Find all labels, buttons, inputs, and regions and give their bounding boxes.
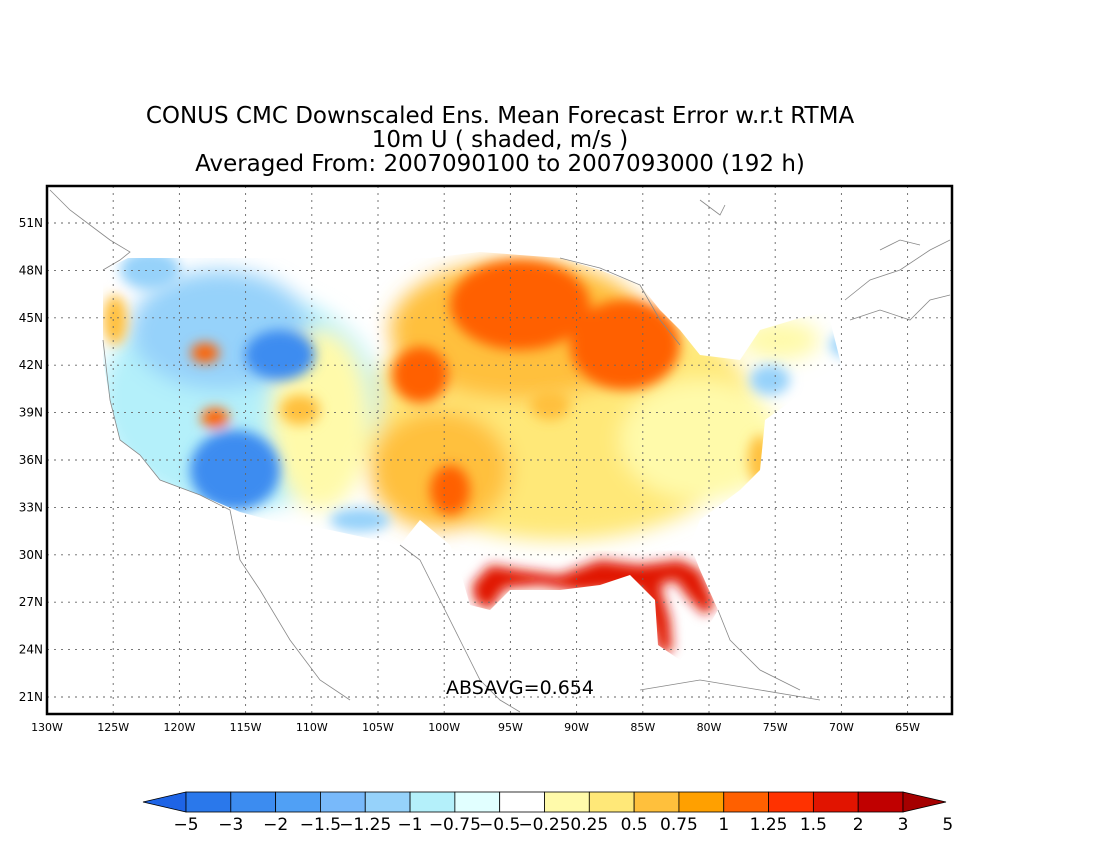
colorbar-left-arrow [142, 791, 187, 813]
colorbar-tick-label: −0.75 [429, 815, 481, 835]
lat-tick-label: 33N [19, 500, 43, 514]
lon-tick-label: 85W [630, 721, 655, 734]
colorbar-tick-label: 1.25 [750, 815, 788, 835]
lon-tick-label: 105W [362, 721, 394, 734]
lon-tick-label: 75W [763, 721, 788, 734]
colorbar-swatch [588, 791, 635, 813]
lon-tick-label: 120W [163, 721, 195, 734]
lon-tick-label: 70W [829, 721, 854, 734]
colorbar-tick-label: 0.75 [660, 815, 698, 835]
colorbar-tick-label: −0.5 [479, 815, 520, 835]
lon-tick-label: 110W [296, 721, 328, 734]
coastlines [49, 189, 951, 713]
lat-tick-label: 42N [19, 358, 43, 372]
lat-tick-label: 39N [19, 406, 43, 420]
colorbar [142, 791, 947, 813]
colorbar-tick-label: 3 [898, 815, 909, 835]
colorbar-tick-label: 2 [853, 815, 864, 835]
lon-tick-label: 95W [498, 721, 523, 734]
lon-tick-label: 125W [97, 721, 129, 734]
colorbar-swatch [857, 791, 904, 813]
longitude-labels: 130W 125W 120W 115W 110W 105W 100W 95W 90W 85W 80W… [31, 721, 920, 734]
colorbar-tick-label: −2 [263, 815, 288, 835]
colorbar-swatch [544, 791, 590, 813]
lon-tick-label: 65W [895, 721, 920, 734]
chart-title-line-3: Averaged From: 2007090100 to 2007093000 … [195, 151, 805, 177]
lon-tick-label: 115W [230, 721, 262, 734]
chart-title-line-1: CONUS CMC Downscaled Ens. Mean Forecast … [145, 103, 855, 129]
colorbar-swatch [409, 791, 456, 813]
colorbar-swatch [678, 791, 725, 813]
colorbar-tick-label: −1.25 [339, 815, 391, 835]
colorbar-swatch [320, 791, 366, 813]
latitude-labels: 51N 48N 45N 42N 39N 36N 33N 30N 27N 24N 21N [19, 216, 43, 704]
chart-title-line-2: 10m U ( shaded, m/s ) [371, 127, 629, 153]
lat-tick-label: 21N [19, 690, 43, 704]
lon-tick-label: 130W [31, 721, 63, 734]
colorbar-tick-label: −5 [173, 815, 198, 835]
lat-tick-label: 45N [19, 311, 43, 325]
colorbar-swatch [768, 791, 814, 813]
lat-tick-label: 51N [19, 216, 43, 230]
colorbar-tick-label: 1 [718, 815, 729, 835]
colorbar-tick-label: 1.5 [800, 815, 827, 835]
colorbar-swatch [185, 791, 232, 813]
map-frame [45, 184, 954, 716]
lon-tick-label: 80W [697, 721, 722, 734]
lat-tick-label: 48N [19, 263, 43, 277]
colorbar-labels: −5 −3 −2 −1.5−1.25 −1 −0.75−0.5−0.25 0.25 0.5 0.… [173, 815, 953, 835]
colorbar-swatch [454, 791, 501, 813]
colorbar-tick-label: −3 [218, 815, 243, 835]
colorbar-swatch [230, 791, 277, 813]
lat-tick-label: 27N [19, 595, 43, 609]
colorbar-swatch [812, 791, 859, 813]
lon-tick-label: 90W [564, 721, 589, 734]
lon-tick-label: 100W [428, 721, 460, 734]
colorbar-right-arrow [902, 791, 947, 813]
colorbar-tick-label: −1.5 [300, 815, 341, 835]
lat-tick-label: 30N [19, 548, 43, 562]
colorbar-swatch [499, 791, 545, 813]
colorbar-tick-label: 5 [942, 815, 953, 835]
absavg-annotation: ABSAVG=0.654 [446, 677, 594, 699]
lat-tick-label: 24N [19, 643, 43, 657]
colorbar-swatch [364, 791, 411, 813]
colorbar-swatch [633, 791, 680, 813]
colorbar-tick-label: −0.25 [518, 815, 570, 835]
colorbar-tick-label: 0.5 [621, 815, 648, 835]
colorbar-tick-label: −1 [398, 815, 423, 835]
lat-tick-label: 36N [19, 453, 43, 467]
colorbar-swatch [275, 791, 321, 813]
colorbar-tick-label: 0.25 [570, 815, 608, 835]
colorbar-swatch [723, 791, 769, 813]
